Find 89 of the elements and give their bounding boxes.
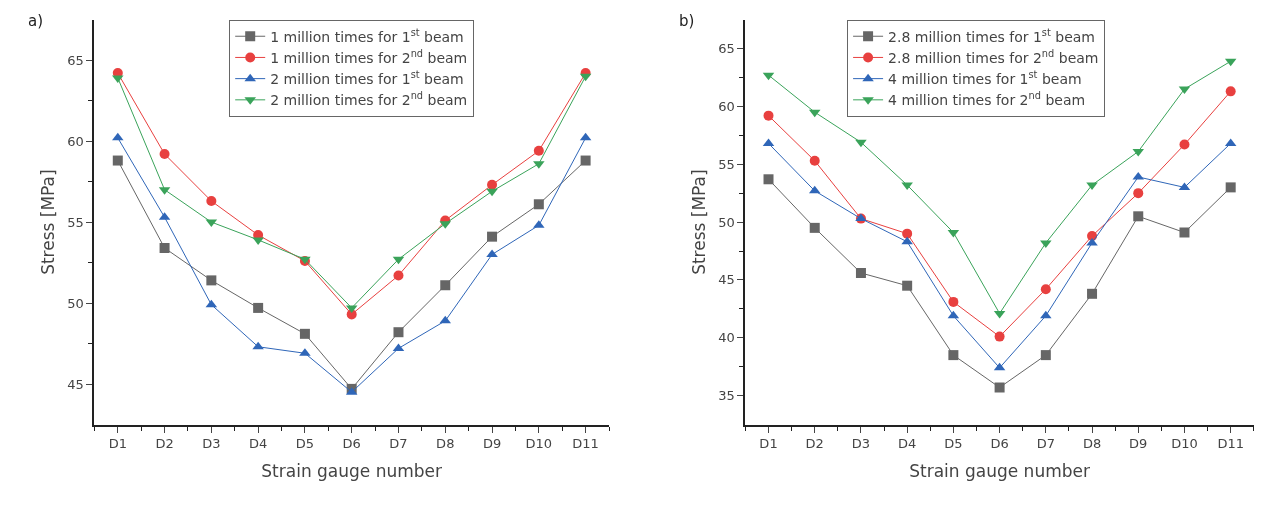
x-tick-label: D8 xyxy=(436,436,455,452)
x-tick-label: D6 xyxy=(990,436,1009,452)
y-tick-label: 45 xyxy=(718,272,735,288)
point xyxy=(252,341,264,350)
point xyxy=(902,228,913,239)
x-tick-label: D9 xyxy=(1129,436,1148,452)
point xyxy=(206,275,217,286)
legend-label: 1 million times for 2$^{nd}$ beam xyxy=(270,48,468,66)
point xyxy=(159,149,170,160)
point xyxy=(487,179,498,190)
x-axis-title: Strain gauge number xyxy=(261,461,443,482)
point xyxy=(1087,288,1098,299)
y-tick-label: 60 xyxy=(67,133,84,149)
x-tick-label: D2 xyxy=(805,436,824,452)
y-axis-title: Stress [MPa] xyxy=(38,169,59,275)
x-tick-label: D1 xyxy=(108,436,127,452)
point xyxy=(112,132,124,141)
x-tick-label: D5 xyxy=(944,436,963,452)
legend-label: 2.8 million times for 1$^{st}$ beam xyxy=(888,26,1095,45)
point xyxy=(1225,86,1236,97)
x-tick-label: D4 xyxy=(898,436,917,452)
point xyxy=(299,328,310,339)
point xyxy=(159,242,170,253)
point xyxy=(1133,188,1144,199)
point xyxy=(902,280,913,291)
y-tick-label: 65 xyxy=(718,41,735,57)
y-tick-label: 40 xyxy=(718,330,735,346)
point xyxy=(393,327,404,338)
point xyxy=(1040,284,1051,295)
y-tick-label: 55 xyxy=(67,214,84,230)
point xyxy=(1040,310,1052,319)
x-tick-label: D6 xyxy=(342,436,361,452)
x-tick-label: D7 xyxy=(1036,436,1055,452)
y-tick-label: 60 xyxy=(718,98,735,114)
point xyxy=(580,155,591,166)
point xyxy=(948,350,959,361)
point xyxy=(994,382,1005,393)
legend-label: 4 million times for 2$^{nd}$ beam xyxy=(888,90,1086,109)
x-tick-label: D1 xyxy=(759,436,778,452)
point xyxy=(393,270,404,281)
x-tick-label: D11 xyxy=(1217,436,1244,452)
point xyxy=(440,280,451,291)
point xyxy=(1179,227,1190,238)
y-tick-label: 50 xyxy=(67,295,84,311)
x-tick-label: D11 xyxy=(572,436,599,452)
point xyxy=(901,236,913,245)
chart-title: a) xyxy=(28,12,44,30)
x-axis-title: Strain gauge number xyxy=(909,461,1090,482)
point xyxy=(533,145,544,156)
x-tick-label: D2 xyxy=(155,436,174,452)
point xyxy=(855,267,866,278)
legend-label: 2 million times for 1$^{st}$ beam xyxy=(270,69,464,88)
point xyxy=(112,155,123,166)
x-tick-label: D10 xyxy=(525,436,553,452)
point xyxy=(1040,350,1051,361)
x-tick-label: D3 xyxy=(202,436,221,452)
point xyxy=(763,110,774,121)
point xyxy=(253,302,264,313)
x-tick-label: D10 xyxy=(1171,436,1198,452)
x-tick-label: D4 xyxy=(249,436,268,452)
y-tick-label: 45 xyxy=(67,376,84,392)
chart-title: b) xyxy=(679,12,695,30)
legend-label: 2.8 million times for 2$^{nd}$ beam xyxy=(888,48,1099,66)
y-tick-label: 50 xyxy=(718,214,735,230)
point xyxy=(486,188,498,197)
point xyxy=(994,331,1005,342)
point xyxy=(809,222,820,233)
x-tick-label: D5 xyxy=(295,436,315,452)
y-tick-label: 35 xyxy=(718,388,735,404)
point xyxy=(948,296,959,307)
legend-label: 1 million times for 1$^{st}$ beam xyxy=(270,26,464,45)
point xyxy=(1225,182,1236,193)
y-axis-title: Stress [MPa] xyxy=(689,169,710,275)
x-tick-label: D8 xyxy=(1082,436,1102,452)
point xyxy=(1133,211,1144,222)
point xyxy=(533,199,544,210)
legend-label: 2 million times for 2$^{nd}$ beam xyxy=(270,90,468,109)
point xyxy=(809,155,820,166)
y-tick-label: 55 xyxy=(718,156,735,172)
x-tick-label: D7 xyxy=(389,436,408,452)
x-tick-label: D3 xyxy=(851,436,871,452)
point xyxy=(855,139,867,148)
point xyxy=(487,231,498,242)
point xyxy=(206,196,217,207)
y-tick-label: 65 xyxy=(67,52,84,68)
point xyxy=(1179,139,1190,150)
legend-label: 4 million times for 1$^{st}$ beam xyxy=(888,69,1082,88)
x-tick-label: D9 xyxy=(482,436,502,452)
point xyxy=(763,174,774,185)
